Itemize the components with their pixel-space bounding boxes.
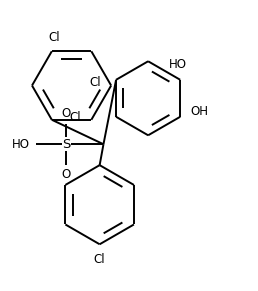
Text: Cl: Cl <box>49 31 60 44</box>
Text: O: O <box>62 168 71 182</box>
Text: OH: OH <box>190 105 208 118</box>
Text: Cl: Cl <box>94 253 106 266</box>
Text: S: S <box>62 138 71 151</box>
Text: Cl: Cl <box>69 111 81 124</box>
Text: HO: HO <box>169 58 187 71</box>
Text: O: O <box>62 107 71 120</box>
Text: Cl: Cl <box>89 77 101 89</box>
Text: HO: HO <box>11 138 29 151</box>
